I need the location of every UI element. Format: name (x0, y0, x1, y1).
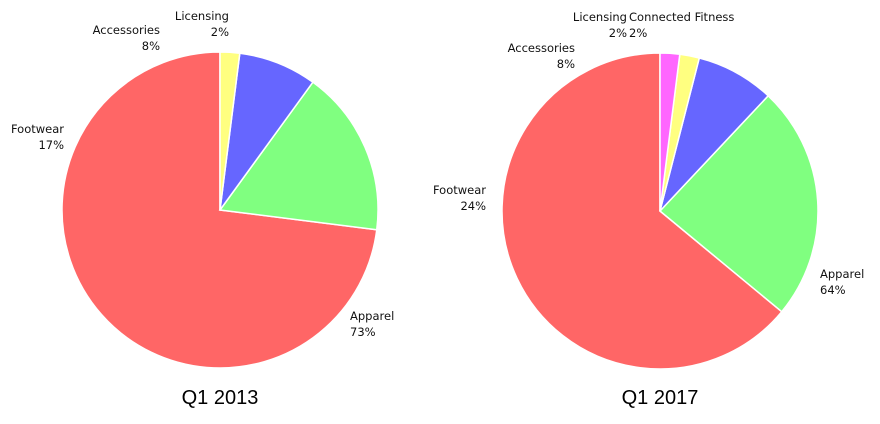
chart-title: Q1 2017 (622, 387, 699, 409)
slice-value-footwear: 17% (38, 138, 64, 152)
slice-value-licensing: 2% (211, 25, 229, 39)
slice-value-accessories: 8% (557, 57, 575, 71)
pie-slice-apparel (501, 52, 783, 370)
slice-label-accessories: Accessories (508, 41, 575, 55)
slice-label-licensing: Licensing (175, 9, 229, 23)
pie-slice-footwear (218, 81, 379, 231)
slice-label-footwear: Footwear (433, 183, 486, 197)
slice-value-accessories: 8% (142, 39, 160, 53)
pie-chart-2: Apparel 64% Footwear 24% Accessories 8% Licens… (433, 10, 864, 409)
slice-value-licensing: 2% (609, 26, 627, 40)
slice-label-connected-fitness: Connected Fitness (629, 10, 734, 24)
slice-label-apparel: Apparel (820, 267, 864, 281)
slice-label-licensing: Licensing (573, 10, 627, 24)
slice-value-footwear: 24% (460, 199, 486, 213)
pie-slice-licensing (219, 51, 241, 211)
pie-chart-1: Apparel 73% Footwear 17% Accessories 8% Licens… (11, 9, 394, 409)
slice-label-footwear: Footwear (11, 122, 64, 136)
slice-label-apparel: Apparel (350, 309, 394, 323)
pie-slice-connected-fitness (659, 52, 681, 212)
pie-slice-footwear (658, 94, 819, 313)
slice-value-apparel: 64% (820, 283, 846, 297)
chart-title: Q1 2013 (182, 387, 259, 409)
slice-label-accessories: Accessories (93, 23, 160, 37)
slice-value-connected-fitness: 2% (629, 26, 647, 40)
slice-value-apparel: 73% (350, 325, 376, 339)
